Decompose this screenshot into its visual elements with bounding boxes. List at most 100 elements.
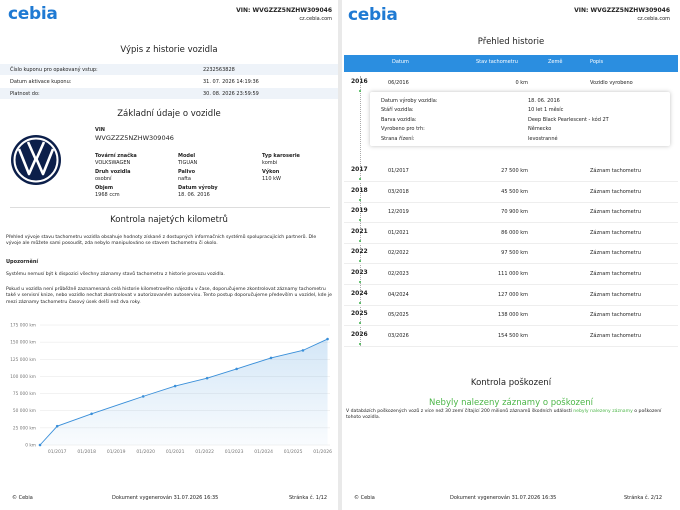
point xyxy=(301,349,305,352)
description: Vozidlo vyrobeno xyxy=(590,80,633,86)
row-line xyxy=(344,222,678,224)
year: 2026 xyxy=(351,330,368,338)
footer: Dokument vygenerován 31.07.2026 16:35 xyxy=(450,495,557,501)
km: 111 000 km xyxy=(497,271,528,277)
row-line xyxy=(344,284,678,285)
date: 03/2026 xyxy=(388,332,409,339)
year: 2024 xyxy=(351,289,368,297)
y-tick-label: 175 000 km xyxy=(10,323,36,329)
column-header: Datum xyxy=(392,59,409,65)
detail-label: Datum výroby vozidla: xyxy=(381,98,438,104)
vin: VIN: WVGZZZ5NZHW309046 xyxy=(236,7,332,14)
footer: Dokument vygenerován 31.07.2026 16:35 xyxy=(112,495,219,501)
point xyxy=(205,376,209,380)
field-label: Model xyxy=(178,153,196,159)
x-tick-label: 01/2023 xyxy=(225,449,244,455)
km: 27 500 km xyxy=(501,168,528,174)
chart: 0 km 25 000 km 50 000 km 75 000 km 100 000 k… xyxy=(10,323,332,456)
date: 01/2017 xyxy=(388,168,409,174)
y-tick-label: 100 000 km xyxy=(10,374,36,380)
column-header: Země xyxy=(548,59,563,65)
footer: © Cebia xyxy=(354,495,375,501)
footer: Stránka č. 2/12 xyxy=(624,495,663,501)
row-bg xyxy=(0,64,338,75)
point xyxy=(55,424,59,428)
km: 138 000 km xyxy=(497,312,528,319)
x-tick-label: 01/2026 xyxy=(313,449,332,455)
year: 2021 xyxy=(351,227,368,235)
title: Přehled historie xyxy=(477,37,545,47)
description: Záznam tachometru xyxy=(590,188,641,195)
row-line xyxy=(344,181,678,182)
point xyxy=(235,367,238,371)
km: 127 000 km xyxy=(497,291,528,298)
timeline-dot xyxy=(359,239,361,242)
km: 154 500 km xyxy=(497,332,528,339)
column-header: Popis xyxy=(590,59,604,65)
y-tick-label: 25 000 km xyxy=(13,425,36,431)
field-value: kombi xyxy=(262,160,278,166)
y-tick-label: 75 000 km xyxy=(13,391,36,397)
detail-value: levostranné xyxy=(528,135,558,142)
site: cz.cebia.com xyxy=(299,16,332,22)
field-label: Druh vozidla xyxy=(95,169,131,175)
point xyxy=(269,356,273,360)
info-value: 31. 07. 2026 14:19:36 xyxy=(203,79,259,85)
y-tick-label: 150 000 km xyxy=(10,340,36,346)
detail-label: Strana řízení: xyxy=(381,135,415,142)
field-value: 18. 06. 2016 xyxy=(178,192,210,198)
description: Záznam tachometru xyxy=(590,168,641,174)
page-2 xyxy=(342,0,680,510)
field-label: Objem xyxy=(95,185,114,191)
text-span: nebyly nalezeny záznamy xyxy=(573,409,633,414)
detail-label: Barva vozidla: xyxy=(381,116,417,123)
description: Záznam tachometru xyxy=(590,312,641,319)
text-span: o poškození tohoto vozidla. xyxy=(346,409,662,421)
timeline-dot xyxy=(359,198,361,201)
detail-value: 18. 06. 2016 xyxy=(528,98,560,104)
description: Záznam tachometru xyxy=(590,332,641,339)
date: 05/2025 xyxy=(388,312,409,319)
warning-title: Upozornění xyxy=(6,259,39,265)
area xyxy=(40,339,328,445)
field-label: Výkon xyxy=(262,169,280,175)
y-tick-label: 0 km xyxy=(25,443,36,449)
y-tick-label: 125 000 km xyxy=(10,357,36,363)
field-value: VOLKSWAGEN xyxy=(95,160,131,166)
info-label: Datum aktivace kuponu: xyxy=(10,79,72,85)
title: Výpis z historie vozidla xyxy=(120,45,218,55)
year: 2016 xyxy=(351,78,368,85)
point xyxy=(38,443,42,447)
point xyxy=(90,412,93,416)
paragraph: Přehled vývoje stavu tachometru vozidla … xyxy=(6,235,317,247)
description: Záznam tachometru xyxy=(590,271,641,277)
timeline-dot xyxy=(359,219,361,222)
timeline-dot xyxy=(359,322,361,325)
description: Záznam tachometru xyxy=(590,250,641,257)
timeline-dot xyxy=(359,301,361,304)
column-header: Stav tachometru xyxy=(476,59,518,65)
timeline-dot xyxy=(359,90,361,92)
date: 12/2019 xyxy=(388,209,409,216)
point xyxy=(326,337,329,341)
timeline-dot xyxy=(359,260,361,263)
x-tick-label: 01/2025 xyxy=(284,449,303,455)
section-title: Kontrola najetých kilometrů xyxy=(110,215,228,225)
logo: cebia xyxy=(348,5,398,25)
detail-value: Deep Black Pearlescent - kód 2T xyxy=(528,116,609,123)
date: 03/2018 xyxy=(388,188,409,195)
km: 86 000 km xyxy=(501,229,528,236)
detail-value: 10 let 1 měsíc xyxy=(528,107,564,114)
km: 0 km xyxy=(515,80,528,86)
date: 06/2016 xyxy=(388,80,409,86)
point xyxy=(141,395,145,398)
field-value: WVGZZZ5NZHW309046 xyxy=(95,134,174,142)
year: 2025 xyxy=(351,310,368,318)
description: Záznam tachometru xyxy=(590,229,641,236)
vw-logo xyxy=(11,135,61,185)
divider xyxy=(10,207,330,208)
date: 04/2024 xyxy=(388,291,409,298)
section-title: Kontrola poškození xyxy=(470,378,552,388)
text-span: V databázích poškozených vozů z více než… xyxy=(346,409,574,414)
